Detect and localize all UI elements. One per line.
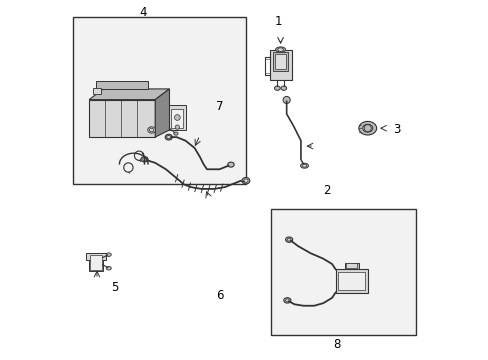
Ellipse shape bbox=[227, 162, 234, 167]
Ellipse shape bbox=[242, 177, 249, 184]
Bar bbox=[93, 88, 101, 94]
Bar bbox=[90, 255, 102, 270]
Bar bbox=[89, 100, 155, 137]
Ellipse shape bbox=[166, 135, 171, 139]
Ellipse shape bbox=[302, 164, 306, 167]
Bar bbox=[271, 208, 415, 336]
Bar bbox=[272, 53, 287, 71]
Polygon shape bbox=[155, 89, 169, 137]
Bar bbox=[335, 269, 367, 293]
Ellipse shape bbox=[358, 121, 376, 135]
Text: 7: 7 bbox=[215, 100, 223, 113]
Text: 4: 4 bbox=[139, 6, 146, 19]
Bar bbox=[269, 50, 291, 80]
Circle shape bbox=[175, 125, 179, 129]
Ellipse shape bbox=[106, 266, 111, 270]
Ellipse shape bbox=[287, 238, 290, 241]
Ellipse shape bbox=[300, 163, 308, 168]
Ellipse shape bbox=[283, 298, 290, 303]
Ellipse shape bbox=[285, 237, 292, 242]
Bar bbox=[346, 263, 356, 268]
Ellipse shape bbox=[173, 132, 178, 135]
Ellipse shape bbox=[165, 134, 172, 140]
Bar bbox=[338, 272, 364, 290]
Ellipse shape bbox=[285, 299, 288, 302]
Text: 3: 3 bbox=[392, 123, 399, 136]
Polygon shape bbox=[89, 89, 169, 100]
Text: 1: 1 bbox=[274, 14, 282, 27]
Circle shape bbox=[283, 96, 290, 104]
Ellipse shape bbox=[244, 179, 247, 183]
Ellipse shape bbox=[274, 86, 280, 90]
Bar bbox=[344, 263, 358, 269]
Circle shape bbox=[174, 114, 180, 120]
Ellipse shape bbox=[149, 128, 153, 132]
Ellipse shape bbox=[141, 157, 148, 162]
Bar bbox=[89, 254, 102, 271]
Text: 8: 8 bbox=[333, 338, 340, 351]
Ellipse shape bbox=[275, 47, 285, 52]
Ellipse shape bbox=[281, 86, 286, 90]
Bar bbox=[169, 105, 185, 130]
Ellipse shape bbox=[147, 127, 155, 133]
Circle shape bbox=[364, 125, 370, 132]
Ellipse shape bbox=[106, 253, 111, 256]
Text: 6: 6 bbox=[215, 288, 223, 302]
Bar bbox=[171, 109, 183, 128]
Bar bbox=[73, 18, 246, 184]
Bar bbox=[275, 54, 285, 69]
Ellipse shape bbox=[277, 48, 283, 51]
Ellipse shape bbox=[142, 158, 146, 161]
Bar bbox=[86, 252, 105, 260]
Text: 2: 2 bbox=[323, 184, 330, 197]
Ellipse shape bbox=[362, 124, 372, 132]
Bar bbox=[96, 81, 148, 89]
Text: 5: 5 bbox=[111, 281, 119, 294]
